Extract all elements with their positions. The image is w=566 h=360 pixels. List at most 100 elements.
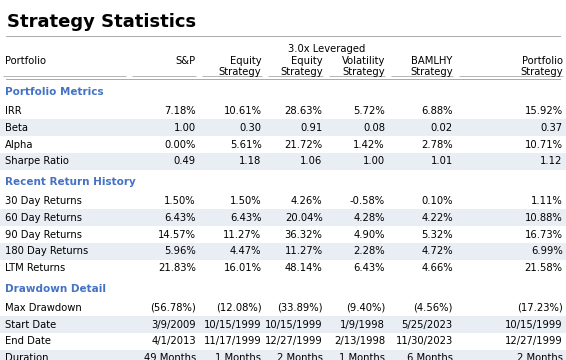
Text: 10/15/1999: 10/15/1999 [505,320,563,329]
Text: 11/17/1999: 11/17/1999 [204,337,261,346]
Text: 1/9/1998: 1/9/1998 [340,320,385,329]
Bar [0,243,566,260]
Text: 10.71%: 10.71% [525,140,563,149]
Text: 36.32%: 36.32% [285,230,323,239]
Text: -0.58%: -0.58% [350,196,385,206]
Text: Drawdown Detail: Drawdown Detail [5,284,105,294]
Text: 90 Day Returns: 90 Day Returns [5,230,82,239]
Text: Max Drawdown: Max Drawdown [5,303,82,312]
Bar [0,350,566,360]
Text: 21.72%: 21.72% [285,140,323,149]
Text: 1 Months: 1 Months [216,354,261,360]
Text: 5.32%: 5.32% [421,230,453,239]
Text: 1.06: 1.06 [301,157,323,166]
Text: 21.58%: 21.58% [525,264,563,273]
Text: 28.63%: 28.63% [285,106,323,116]
Text: Equity
Strategy: Equity Strategy [219,56,261,77]
Text: 6.88%: 6.88% [421,106,453,116]
Text: 10/15/1999: 10/15/1999 [265,320,323,329]
Text: 0.49: 0.49 [174,157,196,166]
Text: 16.73%: 16.73% [525,230,563,239]
Text: LTM Returns: LTM Returns [5,264,65,273]
Text: 1 Months: 1 Months [339,354,385,360]
Text: 10/15/1999: 10/15/1999 [204,320,261,329]
Text: 7.18%: 7.18% [164,106,196,116]
Text: 60 Day Returns: 60 Day Returns [5,213,82,222]
Text: 12/27/1999: 12/27/1999 [265,337,323,346]
Text: 0.08: 0.08 [363,123,385,132]
Text: End Date: End Date [5,337,50,346]
Text: 49 Months: 49 Months [144,354,196,360]
Text: 4.22%: 4.22% [421,213,453,222]
Text: Equity
Strategy: Equity Strategy [280,56,323,77]
Text: 2.28%: 2.28% [353,247,385,256]
Text: 0.37: 0.37 [541,123,563,132]
Text: Portfolio
Strategy: Portfolio Strategy [520,56,563,77]
Text: 4.28%: 4.28% [353,213,385,222]
Bar [0,153,566,170]
Text: 2/13/1998: 2/13/1998 [334,337,385,346]
Text: 12/27/1999: 12/27/1999 [505,337,563,346]
Text: BAMLHY
Strategy: BAMLHY Strategy [410,56,453,77]
Text: Volatility
Strategy: Volatility Strategy [341,56,385,77]
Text: 6.43%: 6.43% [353,264,385,273]
Text: 2.78%: 2.78% [421,140,453,149]
Text: 11.27%: 11.27% [224,230,261,239]
Text: (12.08%): (12.08%) [216,303,261,312]
Text: 5.96%: 5.96% [164,247,196,256]
Text: (9.40%): (9.40%) [346,303,385,312]
Text: 0.91: 0.91 [301,123,323,132]
Text: Portfolio Metrics: Portfolio Metrics [5,87,103,97]
Text: 4.26%: 4.26% [291,196,323,206]
Text: 1.11%: 1.11% [531,196,563,206]
Text: 1.50%: 1.50% [164,196,196,206]
Text: 4.66%: 4.66% [421,264,453,273]
Text: Start Date: Start Date [5,320,56,329]
Text: 16.01%: 16.01% [224,264,261,273]
Text: 10.61%: 10.61% [224,106,261,116]
Text: (17.23%): (17.23%) [517,303,563,312]
Text: Alpha: Alpha [5,140,33,149]
Text: (56.78%): (56.78%) [150,303,196,312]
Text: 6.43%: 6.43% [164,213,196,222]
Text: 0.02: 0.02 [431,123,453,132]
Text: 4/1/2013: 4/1/2013 [151,337,196,346]
Text: S&P: S&P [175,56,196,66]
Text: 1.12: 1.12 [540,157,563,166]
Text: 4.47%: 4.47% [230,247,261,256]
Text: 15.92%: 15.92% [525,106,563,116]
Text: 1.50%: 1.50% [230,196,261,206]
Text: 2 Months: 2 Months [277,354,323,360]
Text: 5.61%: 5.61% [230,140,261,149]
Bar [0,209,566,226]
Text: 1.18: 1.18 [239,157,261,166]
Text: 6.43%: 6.43% [230,213,261,222]
Text: 0.00%: 0.00% [165,140,196,149]
Text: 21.83%: 21.83% [158,264,196,273]
Text: 1.42%: 1.42% [353,140,385,149]
Text: (4.56%): (4.56%) [413,303,453,312]
Bar [0,316,566,333]
Bar [0,119,566,136]
Text: 4.90%: 4.90% [353,230,385,239]
Text: 14.57%: 14.57% [158,230,196,239]
Text: Portfolio: Portfolio [5,56,45,66]
Text: 0.30: 0.30 [239,123,261,132]
Text: 3.0x Leveraged: 3.0x Leveraged [288,44,365,54]
Text: 30 Day Returns: 30 Day Returns [5,196,82,206]
Text: 11.27%: 11.27% [285,247,323,256]
Text: 1.00: 1.00 [174,123,196,132]
Text: (33.89%): (33.89%) [277,303,323,312]
Text: 48.14%: 48.14% [285,264,323,273]
Text: 3/9/2009: 3/9/2009 [151,320,196,329]
Text: 6 Months: 6 Months [407,354,453,360]
Text: 11/30/2023: 11/30/2023 [396,337,453,346]
Text: Beta: Beta [5,123,28,132]
Text: 5.72%: 5.72% [353,106,385,116]
Text: 1.01: 1.01 [431,157,453,166]
Text: 5/25/2023: 5/25/2023 [402,320,453,329]
Text: 0.10%: 0.10% [421,196,453,206]
Text: IRR: IRR [5,106,21,116]
Text: Recent Return History: Recent Return History [5,177,135,187]
Text: Strategy Statistics: Strategy Statistics [7,13,196,31]
